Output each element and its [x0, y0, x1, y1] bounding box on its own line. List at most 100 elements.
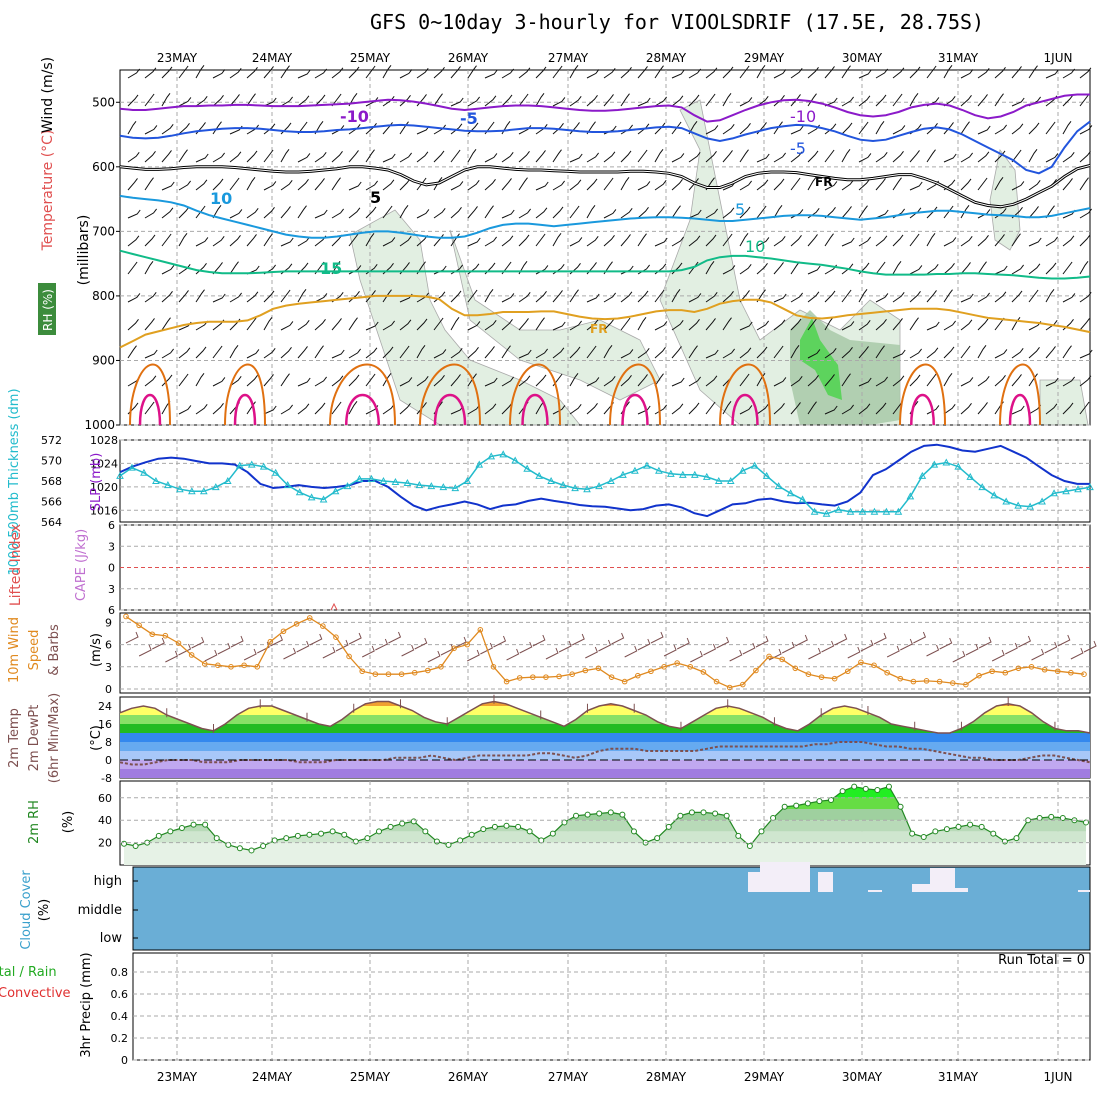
- wind-barb: [535, 291, 547, 303]
- rh-band: [124, 786, 1086, 798]
- wind-barb: [926, 405, 940, 415]
- rh2m-marker: [329, 828, 336, 835]
- wind-barb: [1045, 121, 1056, 135]
- thickness-marker: [1002, 497, 1011, 505]
- thickness-marker: [894, 507, 903, 515]
- wind-barb: [433, 67, 445, 79]
- wind-barb: [501, 319, 513, 331]
- wind-barb: [994, 93, 1004, 107]
- wind-barb: [467, 65, 477, 79]
- wind-barb: [467, 263, 480, 275]
- temp2m-axis-label: 2m Temp: [7, 708, 22, 768]
- wind-barb: [654, 347, 666, 359]
- rh2m-marker: [549, 830, 556, 837]
- wind10-marker: [464, 641, 471, 648]
- isotherm-20: [609, 363, 661, 426]
- wind-barb: [705, 261, 715, 275]
- wind-barb: [484, 377, 498, 387]
- wind10-marker: [844, 668, 851, 675]
- wind-barb: [858, 179, 870, 191]
- wind-barb: [824, 233, 834, 247]
- wind-barb: [280, 347, 292, 359]
- wind-barb: [960, 377, 974, 387]
- slp-panel: [119, 439, 1091, 523]
- precip-tick-label: 0.6: [111, 988, 129, 1001]
- thickness-marker: [1038, 497, 1046, 505]
- wind-barb: [416, 209, 430, 219]
- wind-barb: [552, 65, 563, 79]
- isotherm-label: -10: [790, 107, 816, 126]
- rh2m-marker: [885, 783, 892, 790]
- thickness-marker: [415, 481, 424, 489]
- wind-tick-label: 0: [105, 683, 112, 696]
- wind-barb: [637, 97, 651, 107]
- wind10-barb: [480, 642, 493, 655]
- thickness-marker: [1014, 501, 1022, 509]
- wind-barb: [773, 178, 785, 191]
- wind-barb: [161, 233, 172, 247]
- wind-barb: [1062, 293, 1076, 303]
- wind-barb: [739, 347, 752, 359]
- wind-barb: [1011, 317, 1021, 331]
- wind-barb: [433, 177, 443, 191]
- thickness-marker: [307, 493, 316, 501]
- date-label-top: 28MAY: [646, 51, 687, 65]
- thickness-marker: [595, 482, 603, 490]
- wind-barb: [977, 68, 990, 79]
- thickness-marker: [475, 460, 484, 468]
- date-label-top: 25MAY: [350, 51, 391, 65]
- wind-barb: [671, 95, 684, 107]
- wind-barb: [552, 123, 564, 135]
- isotherm-label: 15: [320, 259, 342, 278]
- wind-barb: [1045, 153, 1059, 163]
- wind-barb: [875, 94, 887, 107]
- thickness-axis-label: 1000-500mb Thickness (dm): [7, 388, 22, 575]
- wind-barb: [467, 373, 477, 387]
- wind-barb: [297, 403, 310, 415]
- rh2m-marker: [758, 828, 765, 835]
- wind-barb: [212, 69, 226, 79]
- wind-barb: [654, 404, 667, 415]
- wind10-marker: [805, 671, 812, 678]
- wind-barb: [960, 121, 970, 135]
- date-label-bottom: 28MAY: [646, 1070, 687, 1084]
- rh2m-marker: [723, 812, 730, 819]
- rh2m-marker: [190, 821, 197, 828]
- wind-barb: [756, 404, 769, 415]
- wind-barb: [212, 152, 225, 163]
- wind-barb: [348, 374, 360, 387]
- wind-barb: [263, 348, 276, 359]
- wind10-barb: [847, 646, 861, 659]
- wind-barb: [960, 152, 973, 163]
- wind-barb: [365, 233, 375, 247]
- wind10-marker: [1028, 664, 1035, 670]
- wind-barb: [484, 403, 497, 415]
- wind-barb: [212, 205, 222, 219]
- temp-axis-label: Temperature (°C): [40, 130, 56, 252]
- wind-barb: [280, 404, 293, 415]
- wind-barb: [654, 289, 665, 303]
- wind-barb: [535, 265, 549, 275]
- isotherm-label: -10: [340, 107, 369, 126]
- wind10-marker: [477, 627, 484, 633]
- wind10-marker: [923, 678, 930, 684]
- wind-barb: [892, 292, 905, 303]
- temp-band: [120, 724, 1090, 733]
- wind10-barb: [650, 631, 664, 644]
- wind-barb: [195, 96, 208, 107]
- wind10-marker: [451, 645, 457, 652]
- wind-barb: [654, 263, 667, 275]
- wind10-marker: [989, 668, 995, 675]
- y-tick-label: 800: [92, 289, 115, 303]
- wind-barb: [654, 237, 668, 247]
- wind-barb: [824, 374, 835, 387]
- wind10-barb: [545, 647, 559, 660]
- thickness-marker: [655, 466, 663, 474]
- wind-barb: [926, 65, 937, 79]
- wind-barb: [314, 345, 324, 359]
- wind-barb: [705, 401, 716, 415]
- wind10-barb: [1005, 642, 1018, 655]
- temp2m-line: [119, 700, 1091, 734]
- wind-barb: [331, 67, 344, 79]
- rh2m-marker: [155, 832, 162, 839]
